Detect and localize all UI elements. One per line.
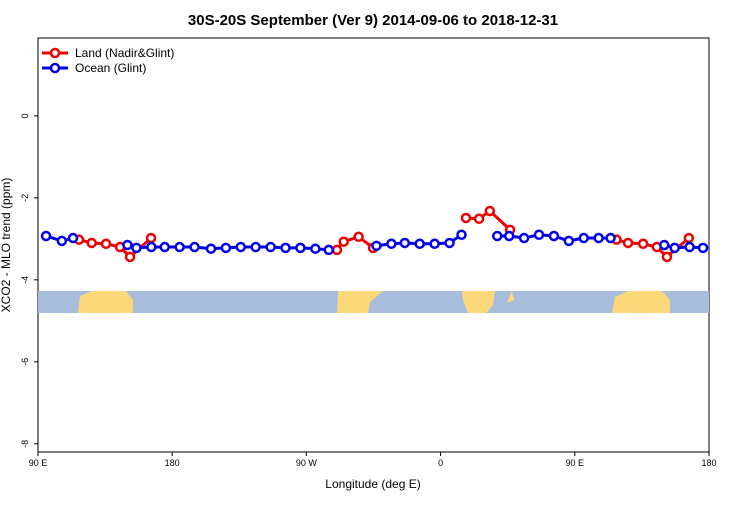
- data-point: [86, 237, 97, 249]
- data-point: [386, 238, 397, 250]
- x-tick-label: 90 E: [566, 458, 585, 468]
- x-tick-label: 0: [438, 458, 443, 468]
- data-point: [280, 242, 291, 254]
- data-point: [220, 242, 232, 254]
- data-point: [661, 251, 673, 263]
- x-axis-label: Longitude (deg E): [325, 477, 420, 491]
- x-tick-label: 90 E: [29, 458, 48, 468]
- y-tick-label: -8: [20, 440, 30, 448]
- data-point: [310, 243, 321, 254]
- data-point: [492, 230, 503, 242]
- data-point: [174, 241, 185, 253]
- data-point: [460, 212, 472, 224]
- data-point: [56, 235, 68, 247]
- data-point: [371, 240, 382, 252]
- series-line: [465, 209, 512, 231]
- data-point: [548, 230, 560, 242]
- data-point: [250, 241, 261, 253]
- data-point: [353, 231, 364, 243]
- data-point: [593, 232, 604, 244]
- legend-marker: [49, 62, 61, 74]
- data-point: [518, 232, 530, 244]
- y-axis-label: XCO2 - MLO trend (ppm): [0, 178, 13, 313]
- data-point: [683, 232, 695, 244]
- data-point: [659, 239, 670, 251]
- series-line: [663, 243, 704, 250]
- data-point: [563, 235, 575, 247]
- data-point: [323, 244, 335, 256]
- series-line: [335, 235, 374, 251]
- data-point: [145, 232, 157, 244]
- data-point: [40, 230, 52, 242]
- x-tick-label: 180: [165, 458, 180, 468]
- data-point: [697, 242, 709, 254]
- data-point: [331, 244, 343, 256]
- data-point: [669, 242, 680, 254]
- data-point: [533, 229, 545, 241]
- data-point: [189, 241, 200, 253]
- data-point: [338, 236, 349, 247]
- x-tick-label: 90 W: [296, 458, 318, 468]
- data-point: [399, 237, 411, 249]
- data-point: [503, 230, 515, 242]
- map-strip: [38, 291, 709, 313]
- data-point: [159, 241, 170, 253]
- data-point: [131, 242, 142, 254]
- data-point: [429, 238, 440, 250]
- data-point: [605, 232, 616, 244]
- legend-label: Land (Nadir&Glint): [75, 46, 174, 60]
- data-point: [265, 241, 276, 253]
- data-point: [67, 232, 79, 244]
- data-point: [124, 251, 136, 263]
- y-tick-label: -4: [20, 276, 30, 284]
- data-point: [122, 239, 133, 251]
- data-point: [622, 237, 634, 249]
- data-point: [473, 213, 485, 225]
- data-point: [100, 238, 112, 250]
- chart-title: 30S-20S September (Ver 9) 2014-09-06 to …: [188, 12, 558, 29]
- x-tick-label: 180: [701, 458, 716, 468]
- data-point: [146, 241, 157, 253]
- data-point: [414, 238, 425, 250]
- data-point: [444, 237, 455, 249]
- data-point: [205, 243, 217, 254]
- y-tick-label: -2: [20, 194, 30, 202]
- legend-label: Ocean (Glint): [75, 61, 146, 75]
- data-point: [456, 229, 467, 241]
- data-point: [578, 232, 589, 244]
- data-point: [235, 241, 247, 253]
- legend-marker: [49, 47, 61, 59]
- data-point: [684, 241, 695, 253]
- data-point: [484, 205, 496, 217]
- plot-frame: [37, 37, 710, 453]
- y-tick-label: 0: [20, 113, 30, 118]
- y-tick-label: -6: [20, 358, 30, 366]
- data-point: [295, 242, 306, 254]
- data-point: [637, 238, 649, 250]
